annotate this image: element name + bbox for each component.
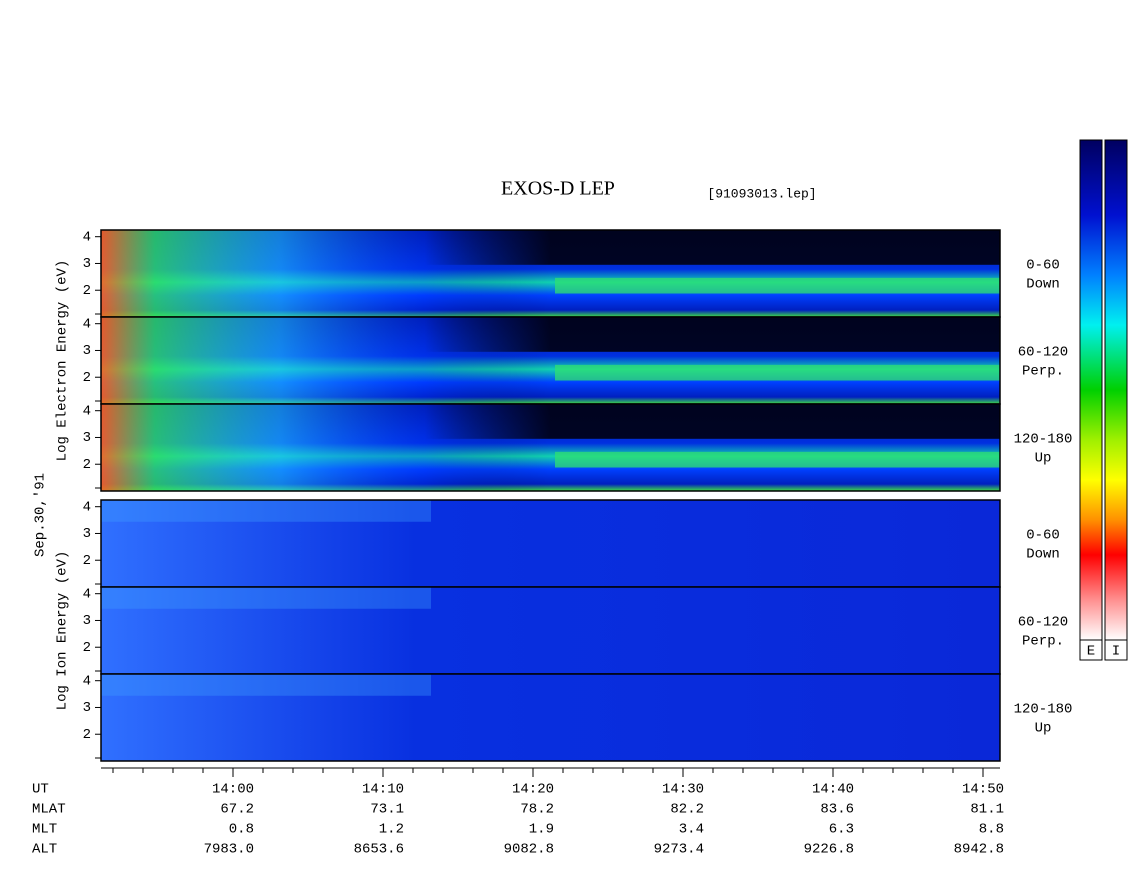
readout-value: 73.1	[370, 802, 404, 818]
readout-label: MLAT	[32, 802, 66, 818]
spectrogram-overlay	[101, 317, 1000, 352]
y-tick-label: 2	[83, 283, 91, 299]
y-tick-label: 3	[83, 613, 91, 629]
file-name: [91093013.lep]	[707, 186, 816, 201]
y-tick-label: 2	[83, 640, 91, 656]
y-axis-label: Log Ion Energy (eV)	[55, 551, 71, 711]
panel-label: 60-120	[1018, 345, 1068, 361]
y-axis-label: Log Electron Energy (eV)	[55, 260, 71, 462]
y-tick-label: 3	[83, 526, 91, 542]
readout-value: 14:40	[812, 782, 854, 798]
y-tick-label: 4	[83, 673, 91, 689]
chart-title: EXOS-D LEP	[501, 178, 615, 200]
spectrogram-overlay	[101, 674, 431, 696]
readout-value: 3.4	[679, 822, 704, 838]
spectrogram-panel	[101, 587, 1000, 674]
spectrogram-band	[555, 277, 1000, 294]
spectrogram-panel	[101, 674, 1000, 761]
readout-value: 9082.8	[504, 842, 554, 858]
y-tick-label: 2	[83, 457, 91, 473]
y-tick-label: 4	[83, 403, 91, 419]
readout-value: 81.1	[970, 802, 1004, 818]
spectrogram-overlay	[101, 230, 1000, 265]
readout-value: 14:50	[962, 782, 1004, 798]
panel-frame	[100, 403, 1001, 492]
y-tick-label: 4	[83, 229, 91, 245]
readout-value: 8653.6	[354, 842, 404, 858]
readout-value: 8942.8	[954, 842, 1004, 858]
readout-label: UT	[32, 782, 49, 798]
readout-value: 14:30	[662, 782, 704, 798]
readout-value: 0.8	[229, 822, 254, 838]
panel-label: 120-180	[1014, 702, 1073, 718]
y-tick-label: 2	[83, 370, 91, 386]
y-tick-label: 2	[83, 553, 91, 569]
spectrogram-overlay	[101, 500, 431, 522]
readout-value: 67.2	[220, 802, 254, 818]
y-tick-label: 2	[83, 727, 91, 743]
y-tick-label: 3	[83, 430, 91, 446]
readout-label: ALT	[32, 842, 57, 858]
panel-label: 0-60	[1026, 258, 1060, 274]
panel-label: Up	[1035, 721, 1052, 737]
y-tick-label: 4	[83, 499, 91, 515]
spectrogram-overlay	[101, 404, 1000, 439]
colorbar-label: E	[1087, 644, 1095, 660]
readout-value: 1.9	[529, 822, 554, 838]
readout-value: 6.3	[829, 822, 854, 838]
colorbar-label: I	[1112, 644, 1120, 660]
panel-label: 60-120	[1018, 615, 1068, 631]
y-tick-label: 3	[83, 700, 91, 716]
spectrogram-band	[555, 451, 1000, 468]
y-tick-label: 3	[83, 343, 91, 359]
spectrogram-panel	[101, 500, 1000, 587]
readout-value: 9226.8	[804, 842, 854, 858]
colorbar	[1104, 139, 1128, 641]
readout-value: 7983.0	[204, 842, 254, 858]
spectrogram-overlay	[101, 587, 431, 609]
readout-value: 78.2	[520, 802, 554, 818]
panel-label: Down	[1026, 277, 1060, 293]
date-label: Sep.30,'91	[33, 473, 49, 557]
readout-value: 14:00	[212, 782, 254, 798]
panel-label: Down	[1026, 547, 1060, 563]
readout-value: 14:20	[512, 782, 554, 798]
readout-value: 9273.4	[654, 842, 704, 858]
spectrogram-band	[555, 364, 1000, 381]
readout-value: 8.8	[979, 822, 1004, 838]
panel-label: Perp.	[1022, 634, 1064, 650]
readout-label: MLT	[32, 822, 57, 838]
y-tick-label: 3	[83, 256, 91, 272]
panel-frame	[100, 673, 1001, 762]
y-tick-label: 4	[83, 316, 91, 332]
colorbar-label-box	[1079, 639, 1103, 661]
y-tick-label: 4	[83, 586, 91, 602]
panel-label: Perp.	[1022, 364, 1064, 380]
readout-value: 1.2	[379, 822, 404, 838]
panel-label: 120-180	[1014, 432, 1073, 448]
colorbar	[1079, 139, 1103, 641]
panel-label: 0-60	[1026, 528, 1060, 544]
readout-value: 82.2	[670, 802, 704, 818]
panel-label: Up	[1035, 451, 1052, 467]
readout-value: 14:10	[362, 782, 404, 798]
readout-value: 83.6	[820, 802, 854, 818]
colorbar-label-box	[1104, 639, 1128, 661]
